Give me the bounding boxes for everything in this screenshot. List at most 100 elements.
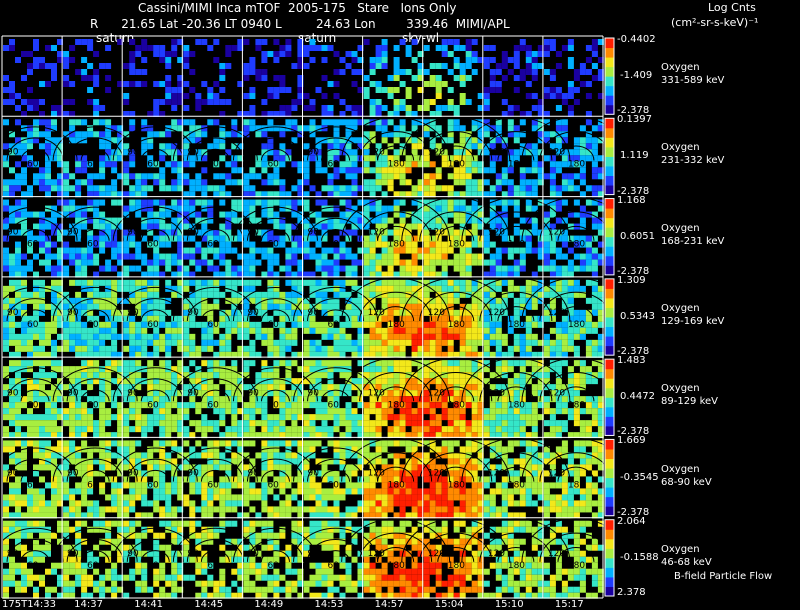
heat-cell	[406, 179, 412, 185]
heat-cell	[436, 334, 442, 340]
heat-cell	[225, 266, 231, 272]
heat-cell	[508, 420, 514, 426]
heat-cell	[502, 51, 508, 57]
heat-cell	[201, 464, 207, 470]
heat-cell	[406, 45, 412, 51]
heat-cell	[51, 45, 57, 51]
heat-cell	[111, 500, 117, 506]
heat-cell	[171, 39, 177, 45]
heat-cell	[243, 366, 249, 372]
heat-cell	[448, 366, 454, 372]
heat-cell	[291, 360, 297, 366]
heat-cell	[544, 408, 550, 414]
heat-cell	[171, 322, 177, 328]
heat-cell	[231, 420, 237, 426]
heat-cell	[75, 260, 81, 266]
heat-cell	[63, 440, 69, 446]
heat-cell	[15, 179, 21, 185]
heat-cell	[171, 260, 177, 266]
heat-cell	[352, 470, 358, 476]
heat-cell	[243, 266, 249, 272]
heat-cell	[45, 161, 51, 167]
heat-cell	[466, 328, 472, 334]
heat-cell	[201, 414, 207, 420]
heat-cell	[436, 75, 442, 81]
heat-cell	[526, 242, 532, 248]
heat-cell	[267, 93, 273, 99]
heat-cell	[340, 488, 346, 494]
heat-cell	[3, 254, 9, 260]
heat-cell	[3, 334, 9, 340]
heat-cell	[69, 322, 75, 328]
heat-cell	[460, 414, 466, 420]
heat-cell	[219, 125, 225, 131]
heat-cell	[273, 446, 279, 452]
heat-cell	[334, 143, 340, 149]
heat-cell	[472, 408, 478, 414]
heat-cell	[568, 286, 574, 292]
heat-cell	[21, 494, 27, 500]
heat-cell	[45, 334, 51, 340]
heat-cell	[45, 402, 51, 408]
heat-cell	[171, 179, 177, 185]
heat-cell	[27, 131, 33, 137]
heat-cell	[147, 372, 153, 378]
heat-cell	[33, 446, 39, 452]
heat-cell	[496, 366, 502, 372]
heat-cell	[436, 420, 442, 426]
heat-cell	[135, 346, 141, 352]
heat-cell	[219, 173, 225, 179]
heat-cell	[81, 346, 87, 352]
heat-cell	[129, 366, 135, 372]
heat-cell	[33, 131, 39, 137]
heat-cell	[291, 328, 297, 334]
heat-cell	[33, 304, 39, 310]
heat-cell	[183, 346, 189, 352]
heat-cell	[219, 334, 225, 340]
heat-cell	[165, 372, 171, 378]
heat-cell	[322, 360, 328, 366]
heat-cell	[388, 298, 394, 304]
heat-cell	[189, 206, 195, 212]
heat-cell	[424, 328, 430, 334]
heat-cell	[195, 173, 201, 179]
heat-cell	[562, 93, 568, 99]
heat-cell	[430, 248, 436, 254]
heat-cell	[81, 69, 87, 75]
heat-cell	[261, 99, 267, 105]
heat-cell	[123, 446, 129, 452]
heat-cell	[544, 93, 550, 99]
heat-cell	[340, 440, 346, 446]
heat-cell	[580, 69, 586, 75]
heat-cell	[201, 372, 207, 378]
heat-cell	[27, 63, 33, 69]
heat-cell	[27, 494, 33, 500]
heat-cell	[279, 360, 285, 366]
heat-cell	[328, 105, 334, 111]
heat-cell	[454, 149, 460, 155]
heat-cell	[394, 137, 400, 143]
heat-cell	[544, 340, 550, 346]
heat-cell	[81, 360, 87, 366]
heat-cell	[412, 426, 418, 432]
heat-cell	[123, 242, 129, 248]
heat-cell	[424, 378, 430, 384]
heat-cell	[183, 119, 189, 125]
heat-cell	[15, 372, 21, 378]
heat-cell	[195, 372, 201, 378]
heat-cell	[93, 260, 99, 266]
heat-cell	[267, 426, 273, 432]
heat-cell	[514, 63, 520, 69]
heat-cell	[3, 414, 9, 420]
heat-cell	[316, 45, 322, 51]
heat-cell	[261, 452, 267, 458]
heat-cell	[249, 93, 255, 99]
heat-cell	[147, 206, 153, 212]
heat-cell	[147, 464, 153, 470]
heat-cell	[243, 173, 249, 179]
heat-cell	[141, 81, 147, 87]
heat-cell	[45, 248, 51, 254]
heat-cell	[189, 420, 195, 426]
heat-cell	[328, 372, 334, 378]
heat-cell	[9, 458, 15, 464]
